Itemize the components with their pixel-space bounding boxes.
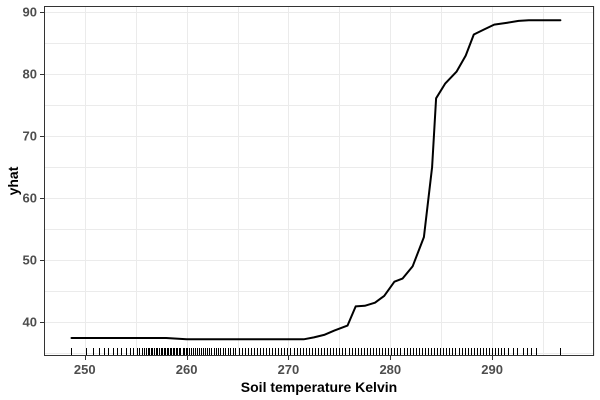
x-axis-title: Soil temperature Kelvin xyxy=(241,379,397,395)
x-tick-label: 290 xyxy=(481,362,503,377)
x-axis: 250 260 270 280 290 xyxy=(74,356,503,377)
y-tick-label: 40 xyxy=(23,314,37,329)
x-tick-label: 260 xyxy=(176,362,198,377)
y-tick-label: 70 xyxy=(23,129,37,144)
x-tick-label: 250 xyxy=(74,362,96,377)
rug-marks xyxy=(71,348,561,356)
grid-lines xyxy=(44,6,595,356)
y-tick-label: 90 xyxy=(23,5,37,20)
x-tick-label: 270 xyxy=(278,362,300,377)
series-layer xyxy=(70,19,562,341)
plot-panel-border xyxy=(44,6,594,356)
x-tick-label: 280 xyxy=(379,362,401,377)
series-line-yhat xyxy=(70,19,562,341)
y-tick-label: 50 xyxy=(23,252,37,267)
y-tick-label: 60 xyxy=(23,191,37,206)
y-axis-title: yhat xyxy=(5,166,21,195)
y-tick-label: 80 xyxy=(23,67,37,82)
y-axis: 40 50 60 70 80 90 xyxy=(23,5,44,329)
